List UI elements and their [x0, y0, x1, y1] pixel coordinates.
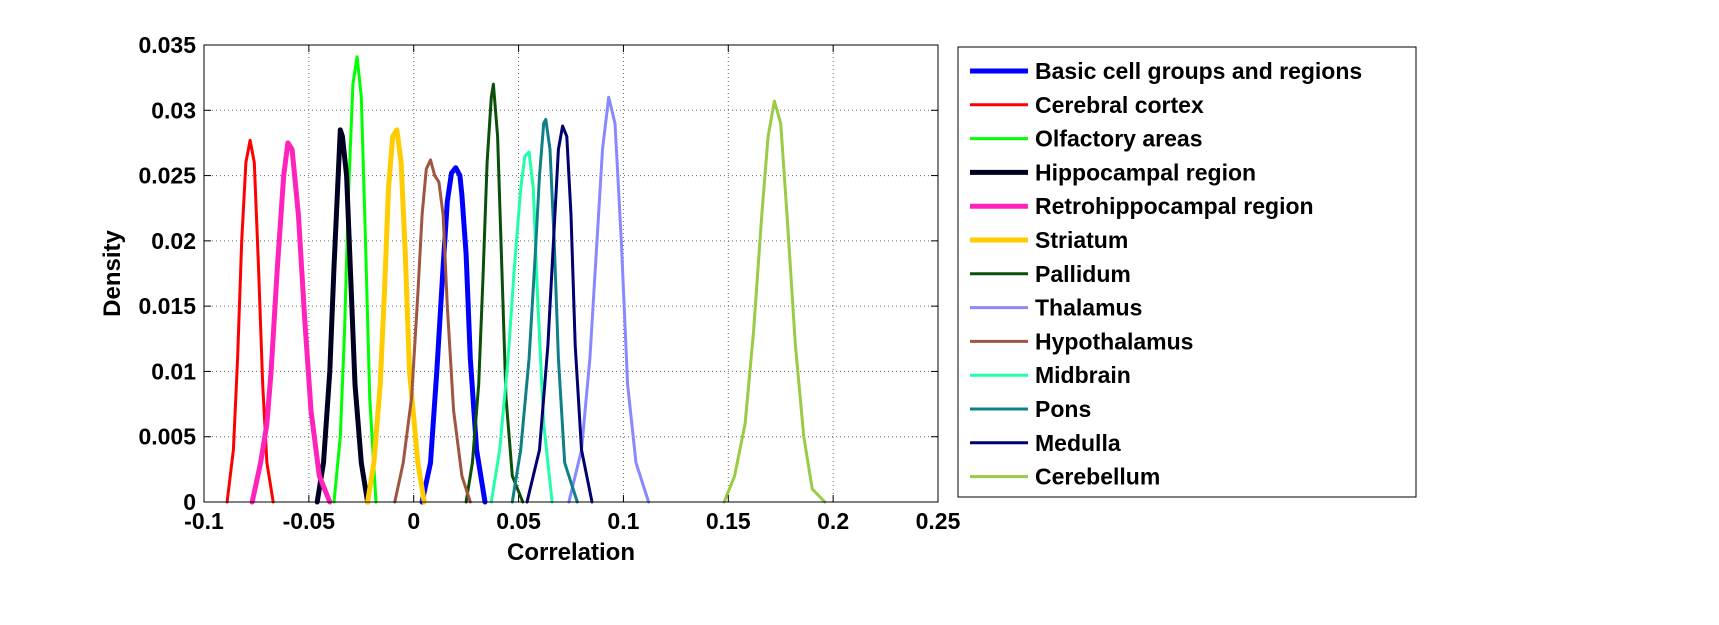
legend-item: Basic cell groups and regions [970, 58, 1362, 84]
x-tick-label: -0.05 [283, 508, 336, 534]
legend-label: Medulla [1035, 430, 1121, 456]
legend-label: Striatum [1035, 227, 1128, 253]
legend-label: Hypothalamus [1035, 328, 1193, 354]
legend-label: Pons [1035, 396, 1091, 422]
y-tick-label: 0.035 [138, 32, 196, 58]
series-line-thalamus [567, 95, 651, 504]
series-line-medulla [525, 124, 594, 504]
legend-item: Pons [970, 396, 1091, 422]
legend-label: Basic cell groups and regions [1035, 58, 1362, 84]
y-tick-label: 0.02 [151, 228, 196, 254]
series-line-hypothalamus [393, 158, 472, 504]
series-line-pons [510, 117, 579, 504]
legend-item: Hippocampal region [970, 159, 1256, 185]
series-lines [225, 55, 827, 505]
series-line-pallidum [464, 82, 525, 504]
y-tick-label: 0.03 [151, 97, 196, 123]
grid-lines [204, 45, 938, 502]
x-tick-label: 0.1 [607, 508, 639, 534]
series-line-cerebral-cortex [225, 138, 275, 504]
legend-label: Thalamus [1035, 295, 1142, 321]
y-tick-labels: 0 0.005 0.01 0.015 0.02 0.025 0.03 0.035 [138, 32, 196, 515]
plot-frame [203, 44, 939, 503]
legend-item: Medulla [970, 430, 1121, 456]
y-tick-label: 0.01 [151, 358, 196, 384]
y-tick-label: 0.015 [138, 293, 196, 319]
legend-label: Retrohippocampal region [1035, 193, 1314, 219]
x-tick-label: 0 [407, 508, 420, 534]
series-line-midbrain [489, 150, 554, 504]
legend-item: Thalamus [970, 295, 1142, 321]
y-tick-label: 0.005 [138, 424, 196, 450]
legend-item: Olfactory areas [970, 126, 1202, 152]
legend-box [957, 46, 1417, 498]
legend-item: Cerebral cortex [970, 92, 1204, 118]
legend: Basic cell groups and regions Cerebral co… [957, 46, 1417, 498]
x-tick-label: 0.15 [706, 508, 751, 534]
legend-label: Midbrain [1035, 362, 1131, 388]
x-tick-label: -0.1 [184, 508, 224, 534]
legend-label: Cerebellum [1035, 464, 1160, 490]
legend-label: Hippocampal region [1035, 159, 1256, 185]
legend-label: Cerebral cortex [1035, 92, 1204, 118]
series-line-cerebellum [722, 99, 827, 504]
legend-item: Pallidum [970, 261, 1131, 287]
series-line-olfactory-areas [332, 55, 378, 504]
legend-item: Retrohippocampal region [970, 193, 1314, 219]
y-tick-label: 0 [183, 489, 196, 515]
y-axis-label: Density [99, 230, 126, 317]
series-line-basic-cell-groups-and-regions [419, 165, 488, 505]
legend-item: Striatum [970, 227, 1128, 253]
legend-item: Hypothalamus [970, 328, 1193, 354]
axis-ticks [203, 44, 939, 503]
y-tick-label: 0.025 [138, 163, 196, 189]
x-tick-label: 0.05 [496, 508, 541, 534]
legend-item: Midbrain [970, 362, 1131, 388]
series-line-hippocampal-region [314, 127, 371, 505]
legend-item: Cerebellum [970, 464, 1160, 490]
x-tick-label: 0.2 [817, 508, 849, 534]
legend-label: Olfactory areas [1035, 126, 1202, 152]
series-line-retrohippocampal-region [249, 140, 333, 505]
legend-label: Pallidum [1035, 261, 1131, 287]
x-tick-label: 0.25 [916, 508, 961, 534]
x-axis-label: Correlation [507, 539, 635, 566]
x-tick-labels: -0.1 -0.05 0 0.05 0.1 0.15 0.2 0.25 [184, 508, 960, 534]
